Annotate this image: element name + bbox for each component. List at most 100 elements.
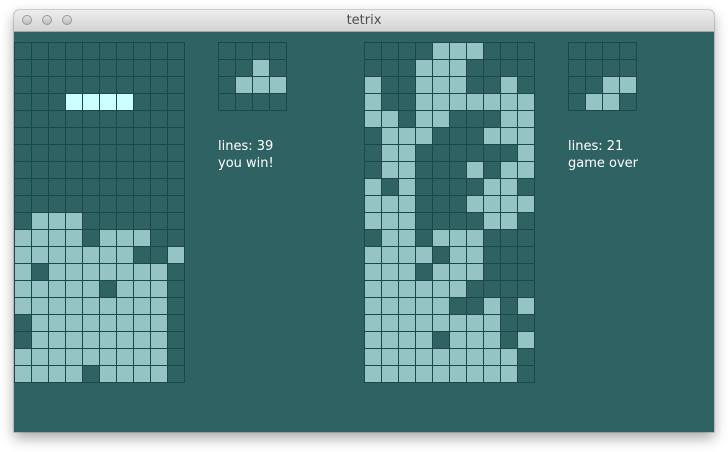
- player2-board-cell: [517, 297, 535, 315]
- player1-board-cell: [133, 42, 151, 60]
- player1-board-cell: [48, 297, 66, 315]
- player2-board-cell: [483, 331, 501, 349]
- player1-board-cell: [14, 59, 32, 77]
- player2-board-cell: [466, 314, 484, 332]
- player1-board-cell: [167, 161, 185, 179]
- player1-board-cell: [82, 59, 100, 77]
- player1-board-cell: [116, 161, 134, 179]
- player1-board-cell: [150, 195, 168, 213]
- player1-next-piece-cell: [252, 93, 270, 111]
- player1-board-cell: [65, 246, 83, 264]
- player1-board-cell: [99, 178, 117, 196]
- player2-board-cell: [466, 76, 484, 94]
- player2-board-cell: [466, 297, 484, 315]
- player2-board-cell: [517, 93, 535, 111]
- player2-board-cell: [500, 365, 518, 383]
- player2-board-cell: [432, 161, 450, 179]
- player2-board-cell: [449, 195, 467, 213]
- player2-board-cell: [432, 42, 450, 60]
- player1-board-cell: [48, 161, 66, 179]
- zoom-window-button[interactable]: [62, 15, 72, 25]
- player1-board-cell: [167, 365, 185, 383]
- player2-board-cell: [449, 93, 467, 111]
- player2-board-cell: [466, 263, 484, 281]
- player2-board-cell: [483, 93, 501, 111]
- player1-board-cell: [150, 144, 168, 162]
- player1-board-cell: [167, 195, 185, 213]
- player2-board-cell: [432, 314, 450, 332]
- player1-board-cell: [65, 263, 83, 281]
- player1-board-cell: [65, 59, 83, 77]
- player2-board-cell: [432, 246, 450, 264]
- player1-board-cell: [116, 93, 134, 111]
- player1-board-cell: [116, 280, 134, 298]
- player2-board-cell: [432, 93, 450, 111]
- player1-board-cell: [14, 263, 32, 281]
- player1-board-cell: [48, 263, 66, 281]
- player2-board-cell: [398, 263, 416, 281]
- player1-board-cell: [167, 348, 185, 366]
- player2-board-cell: [449, 76, 467, 94]
- minimize-window-button[interactable]: [42, 15, 52, 25]
- player2-board-cell: [415, 59, 433, 77]
- player1-board-cell: [65, 348, 83, 366]
- player1-board-cell: [150, 348, 168, 366]
- player2-board-cell: [483, 280, 501, 298]
- player2-board-cell: [517, 110, 535, 128]
- player1-board-cell: [133, 178, 151, 196]
- player1-board-cell: [150, 331, 168, 349]
- player2-next-piece-cell: [585, 59, 603, 77]
- player1-board-cell: [167, 178, 185, 196]
- player2-board-cell: [500, 280, 518, 298]
- player1-board-cell: [65, 280, 83, 298]
- player1-board-cell: [99, 297, 117, 315]
- player1-board-cell: [48, 178, 66, 196]
- player2-board-cell: [483, 263, 501, 281]
- player2-board-cell: [398, 331, 416, 349]
- player1-board-cell: [116, 263, 134, 281]
- close-window-button[interactable]: [22, 15, 32, 25]
- player1-board-cell: [48, 144, 66, 162]
- player2-board-cell: [364, 127, 382, 145]
- player2-board-cell: [466, 348, 484, 366]
- player2-board-cell: [500, 246, 518, 264]
- player2-board-cell: [500, 59, 518, 77]
- player1-board-cell: [14, 212, 32, 230]
- player2-board-cell: [398, 93, 416, 111]
- player1-board-cell: [150, 178, 168, 196]
- player2-board-cell: [500, 314, 518, 332]
- player2-board-cell: [449, 331, 467, 349]
- player2-board-cell: [483, 229, 501, 247]
- player1-board-cell: [31, 229, 49, 247]
- player2-board-cell: [364, 280, 382, 298]
- player1-board-cell: [82, 297, 100, 315]
- player2-board-cell: [364, 76, 382, 94]
- player2-board-cell: [398, 59, 416, 77]
- player2-board-cell: [500, 229, 518, 247]
- player2-board-cell: [381, 110, 399, 128]
- player1-board-cell: [14, 42, 32, 60]
- player1-next-piece-cell: [235, 76, 253, 94]
- player2-board-cell: [449, 178, 467, 196]
- player1-board-cell: [133, 229, 151, 247]
- player1-board-cell: [48, 229, 66, 247]
- player1-board-cell: [82, 314, 100, 332]
- player2-board-cell: [364, 348, 382, 366]
- player2-board-cell: [364, 59, 382, 77]
- player1-board-cell: [167, 263, 185, 281]
- player1-board-cell: [82, 127, 100, 145]
- player2-board-cell: [517, 76, 535, 94]
- player1-board-cell: [82, 348, 100, 366]
- player2-next-piece-cell: [602, 59, 620, 77]
- player2-board-cell: [432, 110, 450, 128]
- player2-board-cell: [415, 127, 433, 145]
- player1-board-cell: [48, 76, 66, 94]
- player2-board-cell: [466, 195, 484, 213]
- player2-board-cell: [381, 212, 399, 230]
- player2-next-piece-cell: [585, 42, 603, 60]
- player2-board-cell: [398, 229, 416, 247]
- player2-board-cell: [381, 263, 399, 281]
- player1-next-piece-cell: [218, 59, 236, 77]
- player1-board-cell: [133, 110, 151, 128]
- player2-board-cell: [483, 212, 501, 230]
